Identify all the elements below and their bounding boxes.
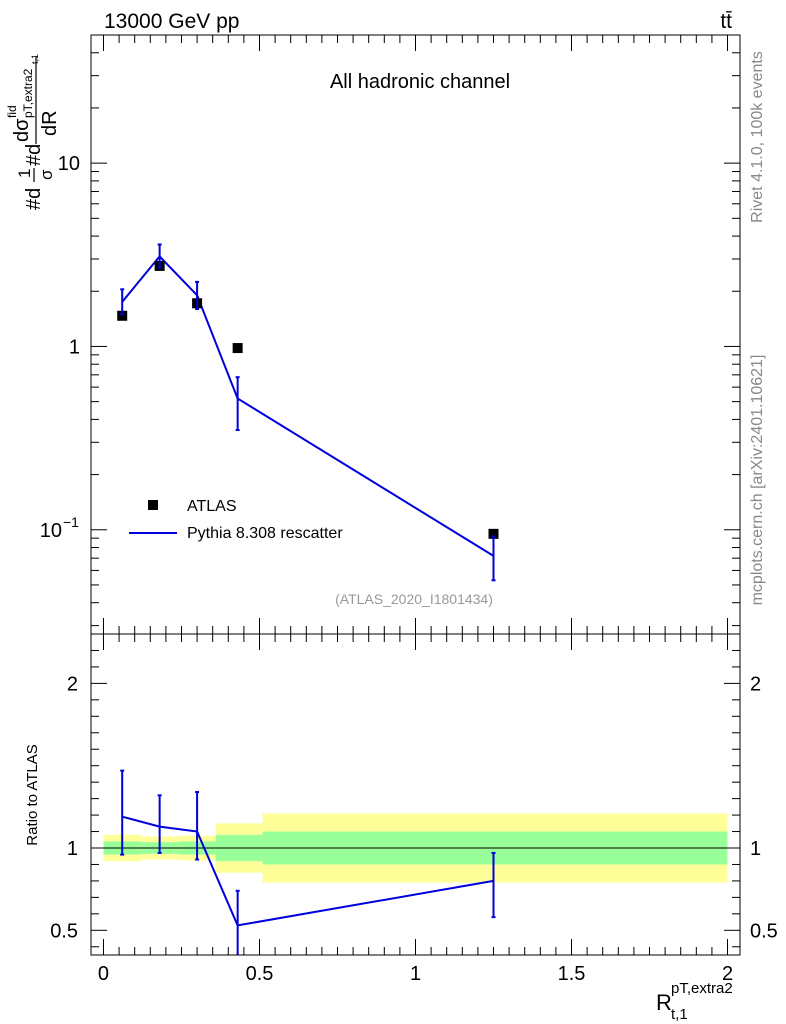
legend-atlas-label: ATLAS [187, 498, 237, 515]
x-tick-label: 0.5 [246, 963, 274, 985]
ratio-y-tick-label-right: 2 [750, 673, 761, 695]
x-tick-label: 1 [410, 963, 421, 985]
ratio-y-tick-label-right: 1 [750, 838, 761, 860]
x-tick-label: 1.5 [558, 963, 586, 985]
process-label: tt̄ [720, 10, 732, 33]
atlas-data-point [232, 343, 243, 354]
legend-atlas-marker [148, 500, 158, 510]
rivet-version-text: Rivet 4.1.0, 100k events [749, 51, 766, 223]
ylabel-frac1-den: σ [37, 169, 56, 180]
legend-pythia-label: Pythia 8.308 rescatter [187, 525, 343, 542]
ylabel-frac2-sup: fid [5, 105, 19, 118]
ylabel-frac2-den: dR [39, 110, 61, 136]
ratio-y-tick-label-left: 1 [67, 838, 78, 860]
analysis-id-label: (ATLAS_2020_I1801434) [335, 591, 493, 607]
ylabel-frac2-subsub: t,1 [30, 54, 40, 64]
x-axis-label-sup: pT,extra2 [671, 980, 733, 997]
ylabel-prefix: #d [23, 188, 45, 210]
ratio-y-tick-label-right: 0.5 [750, 920, 778, 942]
ratio-y-tick-label-left: 0.5 [50, 920, 78, 942]
ylabel-mid: #d [23, 144, 45, 166]
main-y-axis-label: #d 1 σ #d dσ fid pT,extra2 t,1 dR [5, 54, 61, 210]
ylabel-frac1-num: 1 [15, 169, 34, 178]
main-y-tick-label: 10 [58, 153, 80, 175]
x-axis-label: R pT,extra2 t,1 [656, 980, 733, 1023]
energy-label: 13000 GeV pp [104, 10, 239, 33]
ylabel-frac2-num: dσ [11, 118, 33, 142]
main-y-tick-label: 10 [40, 520, 62, 542]
ratio-plot-panel: 2 2 1 1 0.5 0.5 0 0.5 1 1.5 2 Ratio to ATLAS R pT,… [24, 633, 778, 1023]
ylabel-frac2-sub: pT,extra2 [21, 68, 35, 118]
ratio-y-axis-label: Ratio to ATLAS [24, 744, 41, 845]
main-y-tick-label-exponent: −1 [63, 514, 79, 530]
x-axis-label-sub: t,1 [671, 1006, 688, 1023]
mcplots-text: mcplots.cern.ch [arXiv:2401.10621] [749, 355, 766, 606]
x-tick-label: 2 [722, 963, 733, 985]
x-tick-label: 0 [98, 963, 109, 985]
ratio-y-tick-label-left: 2 [67, 673, 78, 695]
legend: ATLAS Pythia 8.308 rescatter [129, 498, 343, 542]
pythia-series-line [121, 254, 495, 557]
atlas-data-point [488, 528, 499, 539]
main-plot-title: All hadronic channel [330, 71, 510, 93]
main-plot-frame [90, 34, 741, 635]
ratio-plot-frame [90, 633, 741, 956]
main-y-tick-label: 1 [69, 336, 80, 358]
atlas-data-point [117, 310, 128, 321]
x-axis-label-main: R [656, 990, 672, 1015]
